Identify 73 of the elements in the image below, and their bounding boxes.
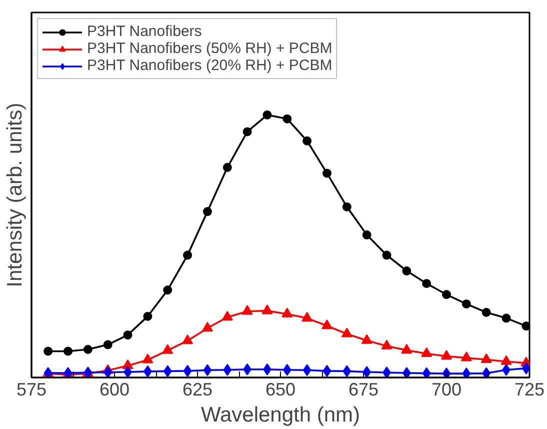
point	[462, 368, 471, 378]
point	[162, 344, 174, 354]
point	[402, 266, 412, 276]
point	[242, 305, 253, 315]
point	[182, 334, 194, 344]
x-tick-label: 600	[99, 380, 130, 400]
point	[202, 322, 213, 332]
point	[341, 328, 352, 338]
point	[103, 340, 112, 350]
x-tick-label: 675	[348, 380, 379, 400]
point	[282, 364, 292, 376]
x-tick-label: 575	[16, 380, 47, 400]
point	[462, 299, 471, 308]
point	[222, 310, 233, 320]
point	[183, 250, 192, 260]
point	[442, 368, 451, 378]
point	[242, 127, 252, 136]
point	[422, 279, 432, 288]
point	[302, 312, 313, 322]
legend-label: P3HT Nanofibers	[87, 23, 202, 40]
point	[64, 346, 73, 356]
x-tick-label: 700	[431, 380, 462, 400]
point	[382, 366, 391, 378]
point	[382, 250, 392, 260]
point	[44, 346, 53, 356]
legend-label: P3HT Nanofibers (50% RH) + PCBM	[87, 40, 332, 57]
point	[202, 207, 212, 216]
point	[422, 367, 431, 378]
point	[123, 330, 132, 340]
point	[442, 290, 451, 300]
point	[362, 366, 371, 378]
point	[321, 319, 332, 330]
x-tick-label: 650	[265, 380, 296, 400]
point	[482, 308, 491, 317]
point	[222, 162, 232, 172]
point	[441, 350, 452, 360]
x-axis-title: Wavelength (nm)	[200, 404, 360, 426]
y-axis-title: Intensity (arb. units)	[4, 102, 26, 288]
point	[502, 314, 511, 323]
legend-label: P3HT Nanofibers (20% RH) + PCBM	[87, 57, 332, 74]
point	[421, 347, 432, 357]
point	[163, 286, 172, 295]
point	[460, 352, 472, 362]
point	[83, 344, 92, 354]
point	[302, 136, 312, 146]
point	[183, 364, 192, 377]
x-tick-label: 725	[514, 380, 545, 400]
point	[104, 366, 112, 378]
point	[143, 312, 152, 321]
point	[203, 364, 212, 376]
point	[362, 230, 372, 240]
point	[342, 365, 352, 378]
point	[142, 354, 154, 364]
point	[381, 340, 392, 350]
point	[522, 322, 530, 331]
point	[322, 364, 332, 377]
point	[482, 367, 491, 378]
point	[223, 364, 232, 376]
point	[342, 202, 352, 212]
point	[282, 308, 293, 318]
x-tick-label: 625	[182, 380, 213, 400]
point	[402, 367, 411, 378]
point	[302, 364, 312, 376]
point	[480, 353, 492, 364]
point	[322, 168, 332, 178]
point	[163, 365, 172, 378]
point	[500, 355, 512, 365]
point	[124, 366, 132, 378]
point	[361, 334, 372, 344]
point	[262, 110, 272, 120]
point	[262, 304, 273, 314]
point	[401, 344, 412, 354]
point	[282, 114, 292, 124]
